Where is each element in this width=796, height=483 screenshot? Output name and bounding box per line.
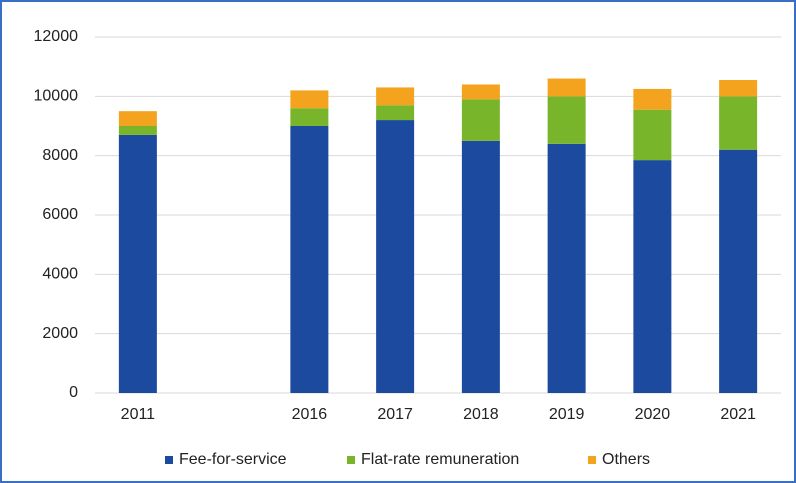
bar-segment (547, 143, 586, 393)
y-tick-label: 4000 (42, 266, 78, 283)
legend-label: Flat-rate remuneration (361, 451, 519, 468)
bar-segment (633, 109, 672, 161)
legend-label: Fee-for-service (179, 451, 287, 468)
bar-segment (376, 105, 415, 121)
x-tick-label: 2016 (292, 406, 328, 423)
x-tick-label: 2020 (635, 406, 671, 423)
y-tick-label: 2000 (42, 325, 78, 342)
bar-segment (547, 78, 586, 97)
bar-segment (719, 80, 758, 97)
bar-segment (461, 140, 500, 393)
x-tick-label: 2021 (720, 406, 756, 423)
bar-segment (118, 134, 157, 393)
bar-segment (461, 84, 500, 100)
bar-segment (376, 120, 415, 394)
y-tick-label: 12000 (34, 28, 79, 45)
bar-segment (633, 88, 672, 110)
bar-segment (118, 111, 157, 126)
x-tick-label: 2011 (121, 406, 156, 423)
legend-marker (588, 456, 596, 464)
bar-segment (633, 160, 672, 393)
legend-marker (165, 456, 173, 464)
bar-segment (376, 87, 415, 106)
x-tick-label: 2019 (549, 406, 585, 423)
y-tick-label: 0 (69, 384, 78, 401)
legend-marker (347, 456, 355, 464)
bar-segment (290, 108, 329, 126)
bar-segment (719, 96, 758, 150)
bar-segment (719, 149, 758, 393)
y-tick-label: 8000 (42, 147, 78, 164)
bar-segment (290, 126, 329, 393)
bar-segment (461, 99, 500, 141)
legend-label: Others (602, 451, 650, 468)
y-tick-label: 10000 (34, 88, 79, 105)
bar-segment (547, 96, 586, 144)
bar-segment (290, 90, 329, 109)
x-tick-label: 2017 (377, 406, 413, 423)
y-tick-label: 6000 (42, 206, 78, 223)
x-tick-label: 2018 (463, 406, 499, 423)
bar-segment (118, 126, 157, 135)
